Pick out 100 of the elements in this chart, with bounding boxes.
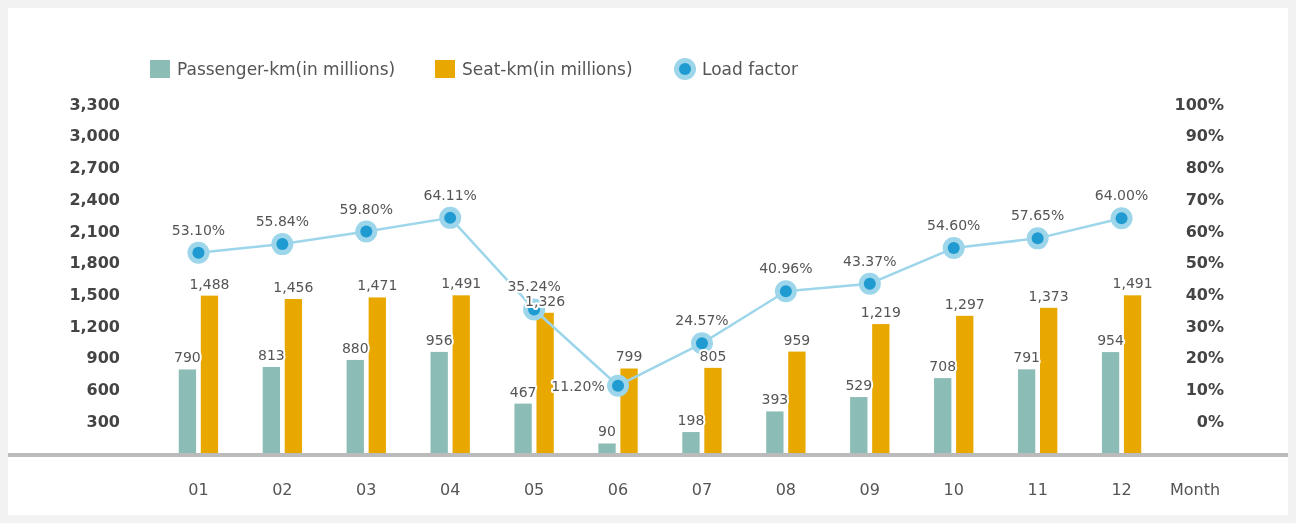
y-tick-label: 2,700 xyxy=(69,158,120,178)
y-tick-label: 1,800 xyxy=(69,253,120,273)
y2-tick-label: 40% xyxy=(1185,284,1224,304)
bar xyxy=(284,299,303,453)
point xyxy=(1110,207,1133,230)
bar xyxy=(536,312,554,453)
data-label: 813 xyxy=(257,347,285,364)
bar xyxy=(1040,307,1058,453)
data-label: 790 xyxy=(174,349,201,366)
bar xyxy=(1101,352,1120,453)
data-label: 1,491 xyxy=(441,275,482,292)
y-tick-label: 300 xyxy=(86,411,120,431)
bar xyxy=(872,324,890,453)
bar xyxy=(430,351,448,453)
point xyxy=(187,241,210,264)
data-label: 40.96% xyxy=(759,260,813,277)
x-tick-label: 03 xyxy=(356,480,377,499)
x-tick-label: 12 xyxy=(1111,480,1132,499)
bar xyxy=(956,315,974,453)
y2-tick-label: 50% xyxy=(1185,253,1224,273)
bar xyxy=(682,432,700,453)
x-tick-label: 09 xyxy=(859,480,880,499)
bar xyxy=(788,351,806,453)
y2-tick-label: 80% xyxy=(1185,158,1224,178)
data-label: 54.60% xyxy=(927,217,981,234)
data-label: 393 xyxy=(761,391,789,408)
data-label: 959 xyxy=(783,331,811,348)
y2-tick-label: 90% xyxy=(1185,126,1224,146)
bar xyxy=(514,403,532,453)
x-tick-label: 01 xyxy=(188,480,209,499)
y-tick-label: 900 xyxy=(86,348,120,368)
data-label: 1,491 xyxy=(1112,275,1153,292)
data-label: 1,326 xyxy=(525,292,566,309)
x-tick-label: 08 xyxy=(775,480,797,499)
x-tick-label: 05 xyxy=(523,480,545,499)
x-tick-label: 07 xyxy=(691,480,713,499)
data-label: 55.84% xyxy=(255,213,310,230)
y-tick-label: 3,000 xyxy=(69,126,120,146)
data-label: 198 xyxy=(677,412,705,429)
data-label: 90 xyxy=(598,423,616,440)
point xyxy=(1026,227,1049,250)
y-tick-label: 600 xyxy=(86,380,120,400)
data-label: 805 xyxy=(699,347,727,364)
bar xyxy=(1123,295,1142,453)
data-label: 954 xyxy=(1097,332,1124,349)
bar xyxy=(368,297,386,453)
bar xyxy=(704,367,722,453)
legend-label: Passenger-km(in millions) xyxy=(177,58,396,79)
x-tick-label: 06 xyxy=(607,480,629,499)
data-label: 467 xyxy=(509,383,537,400)
data-label: 1,488 xyxy=(189,275,230,292)
data-label: 53.10% xyxy=(171,221,226,238)
y-tick-label: 1,500 xyxy=(69,284,120,304)
point xyxy=(942,237,965,260)
data-label: 64.00% xyxy=(1094,187,1149,204)
data-label: 59.80% xyxy=(339,200,393,217)
x-tick-label: 11 xyxy=(1027,480,1048,499)
data-label: 956 xyxy=(425,331,453,348)
y2-tick-label: 10% xyxy=(1185,380,1224,400)
legend-label: Seat-km(in millions) xyxy=(462,58,633,79)
x-tick-label: 10 xyxy=(943,480,964,499)
y2-tick-label: 20% xyxy=(1185,348,1224,368)
bar xyxy=(262,367,280,453)
data-label: 1,471 xyxy=(357,277,398,294)
point xyxy=(355,220,378,243)
data-label: 43.37% xyxy=(843,252,897,269)
bar xyxy=(452,295,470,453)
y2-tick-label: 30% xyxy=(1185,316,1224,336)
bar xyxy=(766,411,784,453)
data-label: 1,297 xyxy=(944,295,985,312)
data-label: 1,373 xyxy=(1028,287,1069,304)
data-label: 708 xyxy=(929,358,957,375)
y-tick-label: 2,100 xyxy=(69,221,120,241)
data-label: 24.57% xyxy=(675,312,729,329)
data-label: 880 xyxy=(341,339,369,356)
x-tick-label: 02 xyxy=(272,480,293,499)
point xyxy=(271,233,294,256)
bar xyxy=(200,295,219,453)
point xyxy=(607,374,630,397)
y-tick-label: 3,300 xyxy=(69,94,120,114)
bar xyxy=(346,359,364,453)
y2-tick-label: 100% xyxy=(1174,94,1224,114)
data-label: 1,456 xyxy=(273,279,314,296)
point xyxy=(439,206,462,229)
data-label: 1,219 xyxy=(860,304,901,321)
bar xyxy=(850,397,868,453)
bar xyxy=(934,378,952,453)
data-label: 799 xyxy=(615,348,643,365)
data-label: 529 xyxy=(845,377,873,394)
y-tick-label: 2,400 xyxy=(69,189,120,209)
y2-tick-label: 0% xyxy=(1196,411,1224,431)
data-label: 57.65% xyxy=(1010,207,1065,224)
y2-tick-label: 60% xyxy=(1185,221,1224,241)
data-label: 64.11% xyxy=(423,186,477,203)
bar xyxy=(598,443,616,453)
y2-tick-label: 70% xyxy=(1185,189,1224,209)
y-tick-label: 1,200 xyxy=(69,316,120,336)
point xyxy=(774,280,797,303)
bar xyxy=(1017,369,1036,453)
x-axis-title: Month xyxy=(1170,480,1221,499)
